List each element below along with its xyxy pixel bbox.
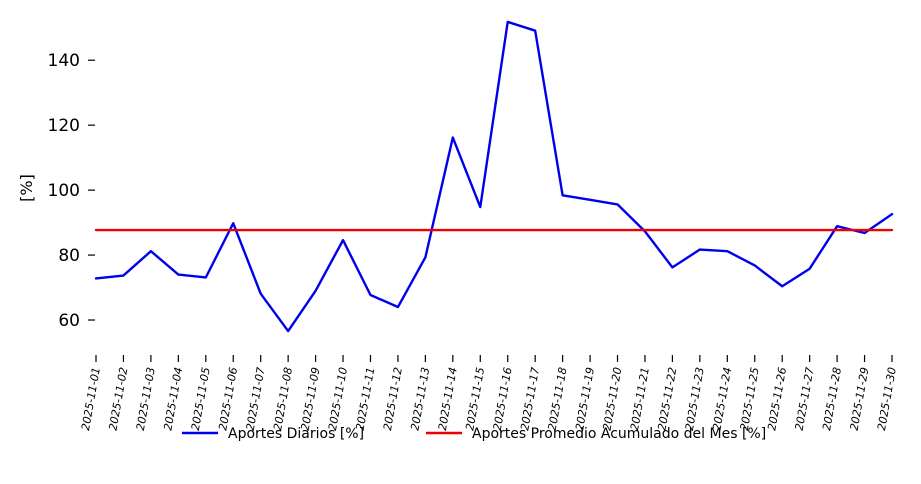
x-tick-label-2025-11-21: 2025-11-21 (628, 366, 652, 431)
y-axis-label: [%] (17, 174, 36, 202)
x-tick-label-2025-11-08: 2025-11-08 (271, 366, 295, 431)
x-tick-label-2025-11-20: 2025-11-20 (601, 366, 625, 431)
x-tick-label-2025-11-30: 2025-11-30 (875, 366, 899, 431)
y-tick-label-140: 140 (48, 51, 80, 71)
x-tick-label-2025-11-14: 2025-11-14 (436, 366, 460, 431)
x-tick-label-2025-11-18: 2025-11-18 (546, 366, 570, 431)
x-tick-label-2025-11-09: 2025-11-09 (299, 366, 323, 431)
x-tick-label-2025-11-10: 2025-11-10 (326, 366, 350, 431)
x-tick-label-2025-11-13: 2025-11-13 (408, 366, 432, 431)
x-tick-label-2025-11-16: 2025-11-16 (491, 366, 515, 431)
x-tick-label-2025-11-22: 2025-11-22 (655, 366, 679, 431)
x-tick-label-2025-11-07: 2025-11-07 (244, 366, 268, 431)
x-tick-label-2025-11-27: 2025-11-27 (793, 366, 817, 431)
legend-label-0: Aportes Diarios [%] (228, 426, 364, 442)
x-axis: 2025-11-01 2025-11-02 2025-11-03 2025-11-04… (79, 355, 899, 431)
x-tick-label-2025-11-28: 2025-11-28 (820, 366, 844, 431)
series-layer (94, 20, 894, 333)
legend: Aportes Diarios [%] Aportes Promedio Acum… (182, 426, 766, 442)
x-tick-label-2025-11-12: 2025-11-12 (381, 366, 405, 431)
x-tick-label-2025-11-03: 2025-11-03 (134, 366, 158, 431)
x-tick-label-2025-11-29: 2025-11-29 (848, 366, 872, 431)
series-line-0 (94, 20, 894, 333)
x-tick-label-2025-11-05: 2025-11-05 (189, 366, 213, 431)
legend-label-1: Aportes Promedio Acumulado del Mes [%] (472, 426, 766, 442)
y-tick-label-100: 100 (48, 181, 80, 201)
x-tick-label-2025-11-23: 2025-11-23 (683, 366, 707, 431)
x-tick-label-2025-11-01: 2025-11-01 (79, 366, 103, 431)
x-tick-label-2025-11-25: 2025-11-25 (738, 366, 762, 431)
x-tick-label-2025-11-02: 2025-11-02 (106, 366, 130, 431)
x-tick-label-2025-11-15: 2025-11-15 (463, 366, 487, 431)
y-axis: 60 80 100 120 140 (48, 51, 95, 331)
x-tick-label-2025-11-06: 2025-11-06 (216, 366, 240, 431)
x-tick-label-2025-11-17: 2025-11-17 (518, 366, 542, 431)
y-tick-label-60: 60 (58, 311, 80, 331)
x-tick-label-2025-11-04: 2025-11-04 (161, 366, 185, 431)
x-tick-label-2025-11-24: 2025-11-24 (710, 366, 734, 431)
y-tick-label-80: 80 (58, 246, 80, 266)
y-tick-label-120: 120 (48, 116, 80, 136)
x-tick-label-2025-11-19: 2025-11-19 (573, 366, 597, 431)
x-tick-label-2025-11-26: 2025-11-26 (765, 366, 789, 431)
x-tick-label-2025-11-11: 2025-11-11 (354, 366, 378, 431)
